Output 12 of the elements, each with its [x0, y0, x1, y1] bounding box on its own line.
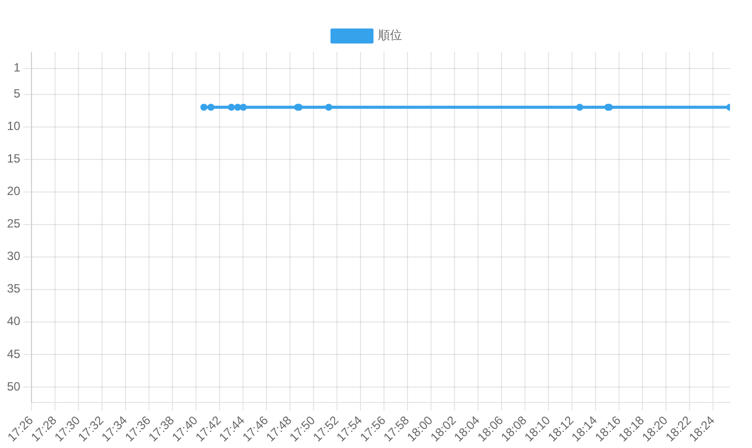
y-tick-label: 40	[6, 314, 21, 328]
y-tick-label: 5	[14, 86, 21, 101]
y-tick-label: 50	[6, 379, 21, 394]
y-tick-label: 25	[6, 216, 21, 231]
legend-label: 順位	[378, 28, 402, 42]
y-tick-label: 10	[6, 119, 21, 134]
y-tick-label: 20	[6, 184, 21, 198]
y-tick-label: 45	[6, 346, 21, 361]
y-tick-label: 1	[14, 60, 21, 75]
y-tick-label: 35	[6, 282, 21, 296]
y-tick-label: 15	[6, 152, 21, 166]
y-tick-label: 30	[6, 249, 21, 264]
